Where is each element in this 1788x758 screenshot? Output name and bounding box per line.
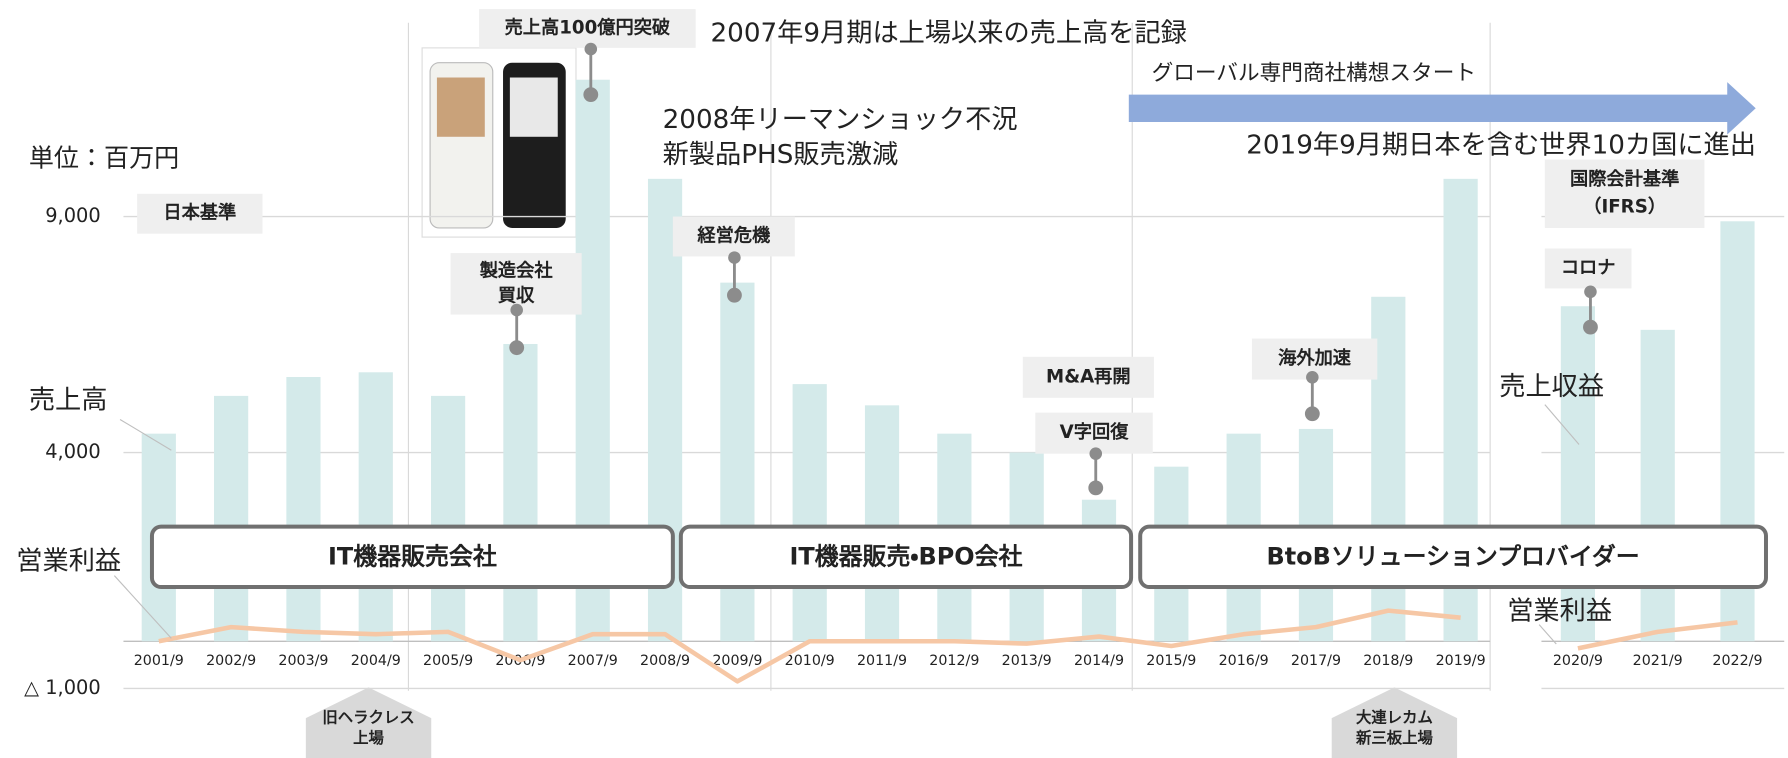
listing-label: 旧ヘラクレス [322, 709, 414, 727]
note: 2019年9月期日本を含む世界10カ国に進出 [1246, 130, 1756, 160]
x-tick-label: 2003/9 [278, 653, 328, 669]
series-label: 売上収益 [1499, 372, 1604, 402]
event-pin-foot [1088, 480, 1103, 495]
phone-illustration [422, 48, 576, 237]
x-tick-label: 2019/9 [1436, 653, 1486, 669]
event-label: M&A再開 [1046, 366, 1131, 387]
x-tick-label: 2011/9 [857, 653, 907, 669]
series-label: 営業利益 [1507, 597, 1612, 627]
bar [503, 344, 537, 641]
listing-label: 大連レカム [1356, 708, 1433, 727]
bar [865, 405, 899, 641]
arrow-label: グローバル専門商社構想スタート [1152, 61, 1476, 86]
y-tick-label: △ 1,000 [24, 676, 100, 699]
phase-label: BtoBソリューションプロバイダー [1267, 542, 1640, 570]
standard-label: 国際会計基準 [1570, 168, 1679, 190]
phase-label: IT機器販売会社 [328, 542, 497, 570]
x-tick-label: 2014/9 [1074, 653, 1124, 669]
x-tick-label: 2017/9 [1291, 653, 1341, 669]
bar [1641, 330, 1675, 641]
standard-label: 日本基準 [163, 202, 236, 224]
x-tick-label: 2016/9 [1219, 653, 1269, 669]
x-tick-label: 2002/9 [206, 653, 256, 669]
listing-label: 新三板上場 [1355, 728, 1433, 747]
event-pin-head [585, 43, 598, 56]
bar [431, 396, 465, 641]
listing-label: 上場 [353, 729, 384, 747]
event-label: コロナ [1561, 257, 1616, 278]
note: 新製品PHS販売激減 [663, 140, 899, 170]
x-tick-label: 2020/9 [1553, 653, 1603, 669]
chart: 単位：百万円 9,000 4,000 △ 1,000 2001/9 2002/9 2003… [0, 0, 1788, 758]
event-pin-foot [509, 340, 524, 355]
event-label: V字回復 [1060, 421, 1130, 443]
event-label: 海外加速 [1278, 347, 1352, 369]
event-pin-foot [727, 288, 742, 303]
x-tick-label: 2008/9 [640, 653, 690, 669]
event-label: 経営危機 [696, 225, 771, 247]
x-tick-label: 2021/9 [1633, 653, 1683, 669]
x-tick-label: 2001/9 [134, 653, 184, 669]
x-tick-label: 2018/9 [1363, 653, 1413, 669]
series-label: 営業利益 [16, 546, 121, 576]
x-tick-label: 2007/9 [568, 653, 618, 669]
event-label: 売上高100億円突破 [505, 16, 671, 38]
event-label: 製造会社 [479, 259, 554, 281]
x-tick-label: 2015/9 [1146, 653, 1196, 669]
bar [359, 372, 393, 641]
strategy-arrow [1129, 82, 1756, 134]
event-label: 買収 [498, 284, 535, 306]
event-pin-head [1584, 286, 1597, 299]
series-label: 売上高 [29, 386, 108, 416]
standard-label: （IFRS） [1583, 196, 1666, 217]
bar [214, 396, 248, 641]
note: 2007年9月期は上場以来の売上高を記録 [710, 19, 1186, 49]
x-tick-label: 2005/9 [423, 653, 473, 669]
x-tick-label: 2004/9 [351, 653, 401, 669]
x-tick-label: 2022/9 [1712, 653, 1762, 669]
y-tick-label: 9,000 [45, 204, 100, 227]
note: 2008年リーマンショック不況 [663, 105, 1018, 135]
bar [1561, 306, 1595, 641]
x-tick-label: 2010/9 [785, 653, 835, 669]
bar [286, 377, 320, 641]
x-tick-label: 2012/9 [929, 653, 979, 669]
event-pin-foot [1583, 320, 1598, 335]
unit-label: 単位：百万円 [29, 144, 179, 173]
event-pin-head [1089, 447, 1102, 460]
x-tick-label: 2009/9 [712, 653, 762, 669]
x-tick-label: 2013/9 [1002, 653, 1052, 669]
event-pin-foot [1305, 406, 1320, 421]
y-tick-label: 4,000 [45, 440, 100, 463]
event-pin-head [728, 251, 741, 264]
bar [793, 384, 827, 641]
event-pin-head [510, 304, 523, 317]
event-pin-foot [583, 87, 598, 102]
phase-label: IT機器販売・BPO会社 [789, 542, 1022, 570]
event-pin-head [1306, 371, 1319, 384]
